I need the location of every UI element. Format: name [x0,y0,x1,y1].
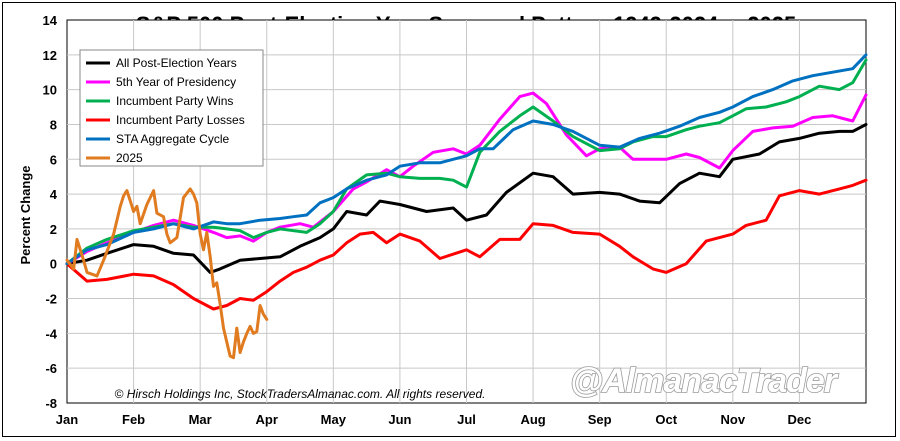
y-tick-label: 14 [43,13,58,28]
x-tick-label: Jan [56,412,78,427]
x-tick-label: Apr [256,412,278,427]
y-tick-label: 2 [50,222,57,237]
x-tick-label: Aug [520,412,545,427]
x-tick-label: May [321,412,347,427]
chart-frame [2,2,896,437]
legend-label-fifth: 5th Year of Presidency [116,75,236,89]
x-axis-ticks: Jan Feb Mar Apr May Jun Jul Aug Sep Oct Nov Dec [56,412,812,427]
series-line-all [65,123,868,274]
x-tick-label: Mar [189,412,212,427]
y-axis-label: Percent Change [18,166,33,265]
x-tick-label: Dec [787,412,811,427]
x-tick-label: Nov [721,412,746,427]
series-line-sta [65,53,868,266]
legend-label-wins: Incumbent Party Wins [116,94,233,108]
y-tick-label: 8 [50,117,57,132]
legend-label-sta: STA Aggregate Cycle [116,132,230,146]
y-tick-label: 6 [50,152,57,167]
series-line-losses [65,178,868,311]
legend-label-all: All Post-Election Years [116,56,237,70]
x-tick-label: Jun [388,412,411,427]
y-tick-label: -8 [45,396,57,411]
x-tick-label: Jul [457,412,476,427]
legend-box [79,49,264,167]
series-line-y2025 [65,187,269,360]
legend-label-y2025: 2025 [116,151,143,165]
legend-label-losses: Incumbent Party Losses [116,113,245,127]
legend: All Post-Election Years 5th Year of Presi… [79,49,264,167]
y-tick-label: 10 [43,83,57,98]
gridlines [67,20,866,403]
y-tick-label: 0 [50,257,57,272]
y-tick-label: -2 [45,292,57,307]
y-tick-label: -6 [45,361,57,376]
y-tick-label: 12 [43,48,57,63]
series-line-wins [65,58,868,266]
x-tick-label: Feb [122,412,145,427]
x-tick-label: Oct [655,412,677,427]
y-axis-ticks: -8 -6 -4 -2 0 2 4 6 8 10 12 14 [43,13,58,411]
series-line-fifth [65,91,868,266]
series-lines [65,53,868,360]
y-tick-label: -4 [45,326,57,341]
copyright-note: © Hirsch Holdings Inc, StockTradersAlman… [115,387,486,401]
x-tick-label: Sep [588,412,612,427]
y-tick-label: 4 [50,187,58,202]
watermark: @AlmanacTrader [570,362,839,400]
